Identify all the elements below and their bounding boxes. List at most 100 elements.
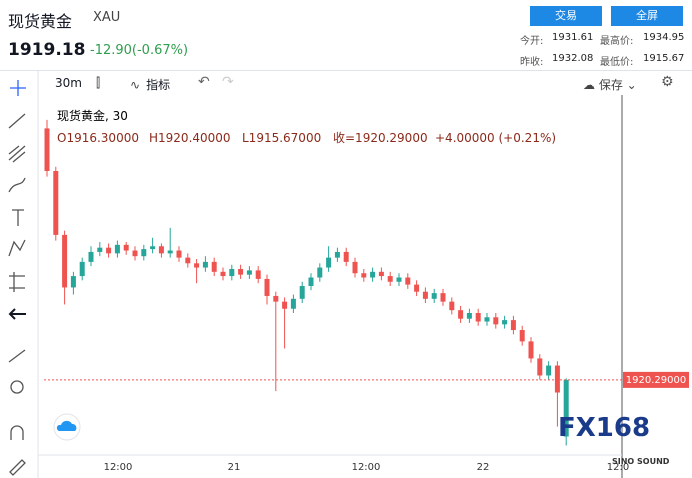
indicators[interactable]: 指标	[146, 78, 171, 92]
measure-tool[interactable]	[8, 349, 26, 363]
candle-body	[62, 234, 68, 288]
change: -12.90(-0.67%)	[90, 43, 189, 58]
divider	[0, 70, 692, 71]
candle-body	[229, 268, 235, 277]
candle-body	[158, 246, 164, 254]
candle-body	[317, 267, 323, 278]
candle-body	[431, 293, 437, 299]
candle-body	[44, 128, 50, 171]
candle-body	[378, 271, 384, 277]
candle-body	[194, 263, 200, 268]
candle-body	[167, 250, 173, 254]
undo[interactable]: ↶	[198, 74, 210, 90]
candle-body	[326, 257, 332, 268]
legend-change: +4.00000 (+0.21%)	[435, 131, 556, 145]
candle-body	[334, 251, 340, 258]
redo[interactable]: ↷	[222, 74, 234, 90]
candle-body	[211, 261, 217, 272]
candle-body	[546, 365, 552, 376]
settings[interactable]: ⚙	[661, 74, 674, 90]
candle-body	[70, 276, 76, 288]
candle-body	[343, 251, 349, 262]
candle-body	[405, 277, 411, 285]
trade-button[interactable]: 交易	[530, 6, 602, 26]
stat-value: 1932.08	[552, 53, 594, 64]
candle-body	[290, 298, 296, 309]
x-tick-label: 12:0	[607, 462, 629, 473]
price: 1919.18	[8, 40, 86, 60]
zoom-tool[interactable]	[10, 380, 24, 394]
candle-body	[176, 250, 182, 258]
candle-body	[79, 261, 85, 277]
candle-body	[466, 313, 472, 319]
candle-body	[370, 271, 376, 278]
legend-close: 收=1920.29000	[333, 131, 428, 145]
candle-body	[484, 317, 490, 322]
candle-body	[185, 257, 191, 264]
stat-value: 1931.61	[552, 32, 594, 43]
pencil-tool[interactable]	[9, 459, 26, 476]
candle-body	[396, 277, 402, 282]
candle-body	[88, 251, 94, 262]
stat-label: 最低价:	[600, 57, 634, 68]
legend-high: H1920.40000	[149, 131, 231, 145]
candle-body	[537, 358, 543, 376]
candle-body	[449, 301, 455, 311]
watermark-sub: SINO SOUND	[612, 457, 670, 466]
candle-body	[414, 284, 420, 292]
x-tick-label: 12:00	[352, 462, 381, 473]
candle-body	[202, 261, 208, 268]
candle-body	[238, 268, 244, 275]
magnet-tool[interactable]	[10, 425, 24, 440]
crosshair-tool[interactable]	[10, 80, 26, 96]
candle-body	[519, 330, 525, 342]
price-tag-label: 1920.29000	[626, 375, 686, 386]
candle-body	[563, 379, 569, 437]
drawing-tools[interactable]	[8, 80, 26, 476]
candle-body	[53, 171, 59, 235]
candle-body	[282, 301, 288, 309]
save-label[interactable]: 保存	[598, 78, 623, 92]
candle-body	[493, 317, 499, 325]
candle-body	[106, 247, 112, 254]
candle-body	[141, 249, 147, 257]
candle-body	[97, 247, 103, 252]
logo-cloud	[56, 420, 77, 431]
legend-low: L1915.67000	[242, 131, 321, 145]
x-tick-label: 21	[228, 462, 241, 473]
indicator-icon[interactable]: ∿ 指标	[130, 78, 171, 92]
candle-body	[554, 365, 560, 393]
interval[interactable]: 30m	[55, 76, 82, 90]
candle-body	[123, 244, 129, 251]
candle-body	[387, 276, 393, 282]
brush-tool[interactable]	[8, 177, 26, 193]
stat-label: 昨收:	[520, 57, 544, 68]
candle-icon[interactable]: ⫿	[96, 76, 101, 91]
legend-open: O1916.30000	[57, 131, 139, 145]
candle-body	[510, 320, 516, 331]
symbol: XAU	[93, 10, 121, 25]
line-tool[interactable]	[8, 113, 26, 129]
x-tick-label: 22	[477, 462, 490, 473]
candle-body	[528, 341, 534, 359]
back-tool[interactable]	[8, 308, 26, 320]
stat-label: 最高价:	[600, 36, 634, 47]
candle-body	[132, 250, 138, 257]
stat-value: 1934.95	[643, 32, 685, 43]
pattern-tool[interactable]	[8, 239, 26, 257]
candle-body	[255, 270, 261, 279]
save[interactable]: ☁ 保存 ⌄	[583, 78, 637, 92]
candle-body	[273, 295, 279, 302]
candle-body	[440, 293, 446, 302]
candle-body	[475, 313, 481, 322]
candle-body	[150, 246, 156, 250]
fullscreen-button[interactable]: 全屏	[611, 6, 683, 26]
candle-body	[458, 310, 464, 319]
prediction-tool[interactable]	[9, 272, 25, 292]
candle-body	[264, 278, 270, 296]
text-tool[interactable]	[12, 209, 24, 226]
candle-body	[308, 277, 314, 287]
candle-body	[422, 291, 428, 299]
fib-tool[interactable]	[8, 145, 26, 163]
